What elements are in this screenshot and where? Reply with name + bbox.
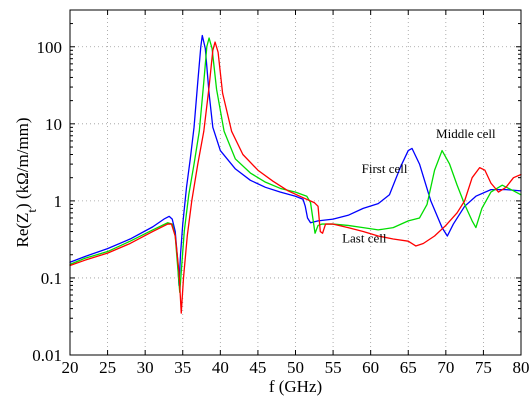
series-annotation: Last cell: [342, 230, 387, 245]
y-axis-label: Re(Zt) (kΩ/m/mm): [13, 117, 39, 247]
series-annotations: First cell Middle cell Last cell: [342, 126, 496, 245]
x-tick-label: 60: [362, 358, 379, 377]
x-tick-label: 75: [475, 358, 492, 377]
x-tick-label: 40: [212, 358, 229, 377]
x-tick-label: 45: [249, 358, 266, 377]
axis-ticks: [69, 10, 522, 356]
x-tick-label: 65: [400, 358, 417, 377]
x-tick-labels: 20 25 30 35 40 45 50 55 60 65 70 75 80: [62, 358, 530, 377]
y-axis-label-main: Re(Z: [13, 213, 32, 248]
series-line-3: [69, 41, 522, 314]
x-tick-label: 70: [437, 358, 454, 377]
x-axis-label: f (GHz): [269, 377, 322, 396]
x-tick-label: 30: [137, 358, 154, 377]
series-annotation: First cell: [362, 161, 408, 176]
x-tick-label: 50: [287, 358, 304, 377]
series-line-1: [69, 34, 522, 287]
y-tick-label: 0.01: [32, 346, 62, 365]
series-line-2: [69, 37, 522, 294]
x-tick-label: 55: [325, 358, 342, 377]
x-tick-label: 20: [62, 358, 79, 377]
x-tick-label: 25: [99, 358, 116, 377]
y-tick-label: 100: [37, 38, 63, 57]
x-tick-label: 35: [174, 358, 191, 377]
y-axis-label-unit: ) (kΩ/m/mm): [13, 117, 32, 208]
grid-lines: [70, 10, 521, 355]
y-tick-labels: 0.01 0.1 1 10 100: [32, 38, 62, 365]
y-tick-label: 10: [45, 115, 62, 134]
y-tick-label: 1: [54, 192, 63, 211]
y-axis-label-sub: t: [24, 209, 39, 213]
series-lines: [69, 34, 522, 314]
y-tick-label: 0.1: [41, 269, 62, 288]
x-tick-label: 80: [513, 358, 530, 377]
series-annotation: Middle cell: [436, 126, 496, 141]
